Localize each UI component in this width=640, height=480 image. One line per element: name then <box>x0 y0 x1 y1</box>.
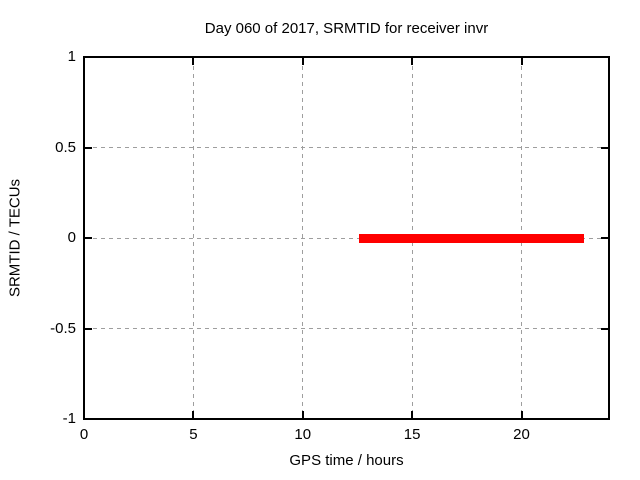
x-tick-bottom-10 <box>301 411 304 418</box>
series-SRMTID-segment-0 <box>358 233 584 243</box>
y-tick-left--0.5 <box>85 327 92 330</box>
x-tick-top-10 <box>301 58 304 65</box>
x-tick-label-15: 15 <box>403 426 421 443</box>
x-tick-label-10: 10 <box>294 426 312 443</box>
x-tick-top-5 <box>192 58 195 65</box>
gridline-y--0.5 <box>85 328 608 329</box>
y-tick-label-0.5: 0.5 <box>55 138 76 156</box>
x-tick-bottom-5 <box>192 411 195 418</box>
y-tick-label-0: 0 <box>67 229 76 246</box>
gridline-y-0 <box>85 237 608 239</box>
y-tick-label--1: -1 <box>62 410 76 427</box>
x-tick-label-5: 5 <box>189 426 198 443</box>
plot-area <box>83 56 610 420</box>
x-tick-bottom-20 <box>520 411 523 418</box>
chart-title: Day 060 of 2017, SRMTID for receiver inv… <box>204 20 489 37</box>
y-tick-left-0.5 <box>85 146 92 149</box>
y-tick-right-0 <box>601 237 608 239</box>
x-tick-label-0: 0 <box>79 426 89 443</box>
gridline-y-0.5 <box>85 147 608 148</box>
x-tick-bottom-15 <box>411 411 414 418</box>
x-axis-label: GPS time / hours <box>289 452 404 469</box>
x-tick-top-20 <box>520 58 523 65</box>
x-tick-label-20: 20 <box>513 426 530 443</box>
y-tick-right-0.5 <box>601 146 608 149</box>
y-tick-label--0.5: -0.5 <box>50 319 76 337</box>
y-tick-right--0.5 <box>601 327 608 330</box>
x-tick-top-15 <box>411 58 414 65</box>
y-tick-left-0 <box>85 237 92 239</box>
y-tick-label-1: 1 <box>67 48 76 65</box>
